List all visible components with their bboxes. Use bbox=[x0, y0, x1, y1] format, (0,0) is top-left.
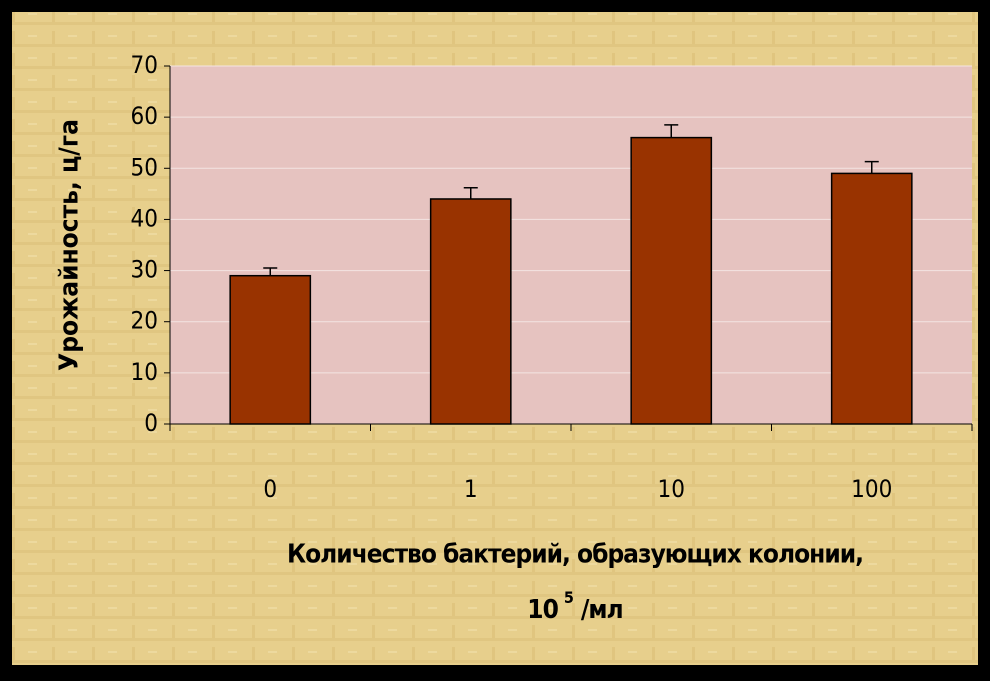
x-tick-label: 1 bbox=[464, 475, 478, 503]
y-tick-label: 60 bbox=[131, 102, 158, 130]
x-label-unit: /мл bbox=[581, 595, 623, 625]
y-tick-label: 30 bbox=[131, 256, 158, 284]
x-axis-label: Количество бактерий, образующих колонии, bbox=[287, 540, 863, 570]
x-axis-label-unit: 10 5/мл bbox=[527, 588, 622, 625]
y-tick-label: 20 bbox=[131, 307, 158, 335]
y-axis-label: Урожайность, ц/га bbox=[55, 119, 85, 371]
error-bar bbox=[664, 124, 679, 138]
x-label-exponent: 5 bbox=[564, 588, 574, 607]
x-tick-label: 0 bbox=[263, 475, 277, 503]
y-tick-label: 10 bbox=[131, 358, 158, 386]
y-tick-label: 0 bbox=[144, 409, 158, 437]
y-tick-label: 50 bbox=[131, 153, 158, 181]
x-tick-label: 100 bbox=[851, 475, 892, 503]
bar bbox=[229, 274, 312, 425]
x-label-base: 10 bbox=[527, 595, 558, 625]
y-tick-label: 70 bbox=[131, 51, 158, 79]
bar bbox=[830, 172, 913, 425]
error-bar bbox=[864, 160, 879, 174]
error-bar bbox=[263, 267, 278, 276]
bar bbox=[630, 136, 713, 425]
error-bar bbox=[463, 186, 478, 199]
x-tick-label: 10 bbox=[658, 475, 685, 503]
y-tick-label: 40 bbox=[131, 204, 158, 232]
bar bbox=[429, 198, 512, 425]
